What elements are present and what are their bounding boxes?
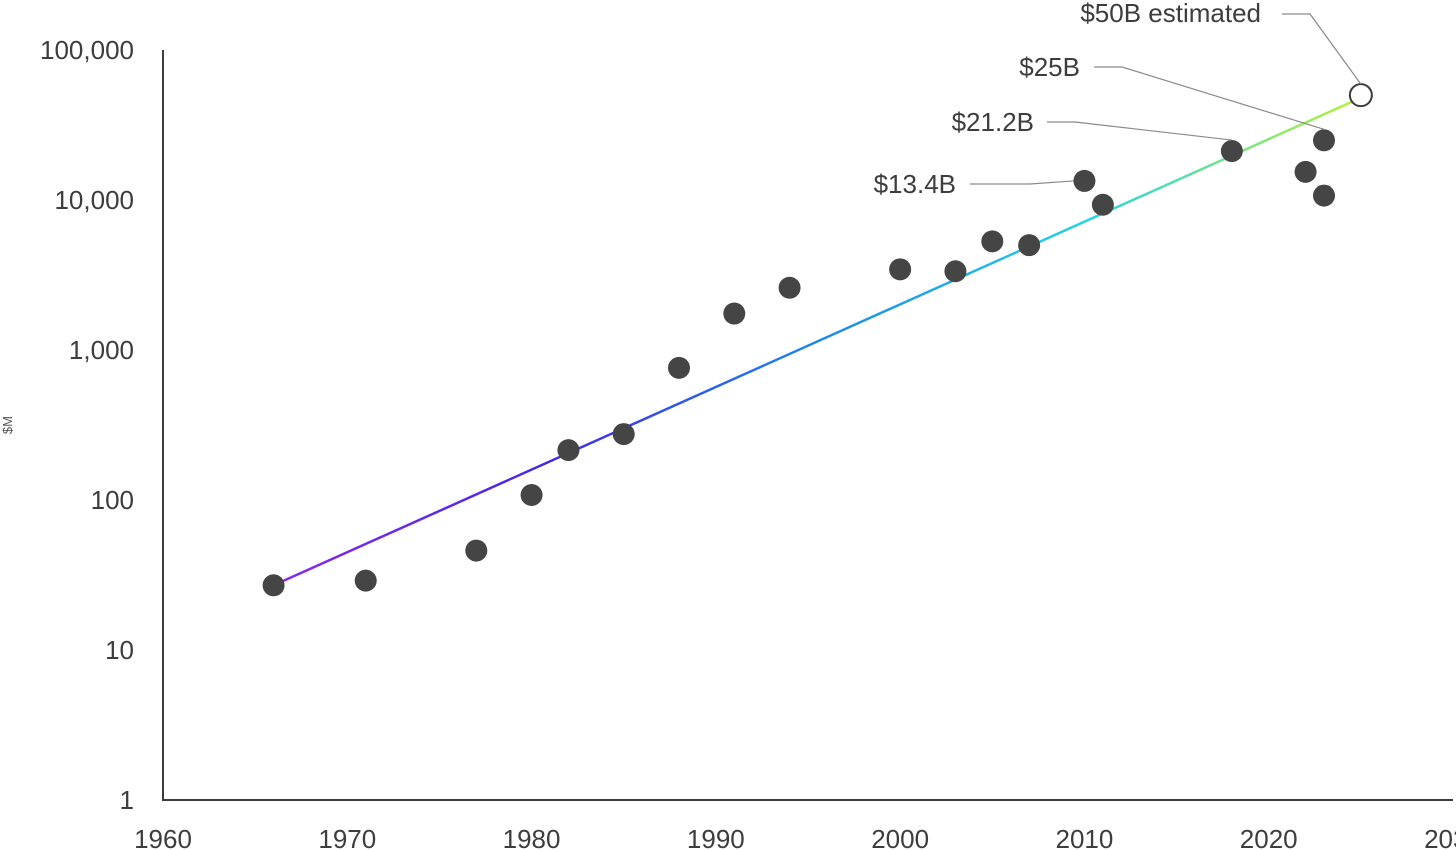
data-point — [723, 302, 746, 325]
annotation-leader-line — [1094, 66, 1325, 130]
y-tick-label: 100,000 — [40, 35, 134, 65]
data-point — [520, 483, 543, 506]
data-point — [1313, 184, 1335, 207]
x-tick-label: 1990 — [687, 824, 745, 850]
annotation-label: $21.2B — [952, 107, 1034, 137]
annotation-label: $50B estimated — [1080, 0, 1261, 28]
x-tick-label: 1980 — [503, 824, 561, 850]
annotation-label: $25B — [1019, 52, 1080, 82]
data-point — [557, 439, 580, 462]
data-point — [612, 423, 635, 446]
data-point — [1091, 193, 1114, 216]
data-point — [1073, 169, 1096, 192]
data-point — [262, 574, 285, 597]
x-tick-label: 2010 — [1056, 824, 1114, 850]
data-point — [668, 356, 690, 379]
y-tick-label: 1 — [120, 785, 134, 815]
trend-line — [273, 96, 1362, 587]
annotation-leader-line — [1282, 13, 1362, 85]
data-point — [465, 539, 488, 562]
annotation-leader-line — [970, 180, 1074, 185]
data-point — [981, 230, 1004, 253]
data-point — [1313, 129, 1335, 152]
annotation-label: $13.4B — [874, 169, 956, 199]
y-tick-label: 10 — [105, 635, 134, 665]
y-axis-label: $M — [0, 416, 15, 434]
x-tick-label: 1960 — [134, 824, 192, 850]
data-point — [889, 258, 912, 281]
y-tick-label: 1,000 — [69, 335, 134, 365]
data-point — [778, 276, 801, 299]
x-tick-label: 2000 — [871, 824, 929, 850]
x-tick-label: 2020 — [1240, 824, 1298, 850]
data-point — [1294, 160, 1317, 183]
data-point — [944, 260, 967, 283]
data-point — [354, 569, 377, 592]
estimate-point — [1348, 83, 1373, 108]
y-tick-label: 10,000 — [54, 185, 134, 215]
x-tick-label: 2030 — [1424, 824, 1456, 850]
data-point — [1018, 234, 1041, 257]
data-point — [1220, 140, 1243, 163]
y-tick-label: 100 — [91, 485, 134, 515]
x-tick-label: 1970 — [318, 824, 376, 850]
annotation-leader-line — [1047, 121, 1232, 141]
